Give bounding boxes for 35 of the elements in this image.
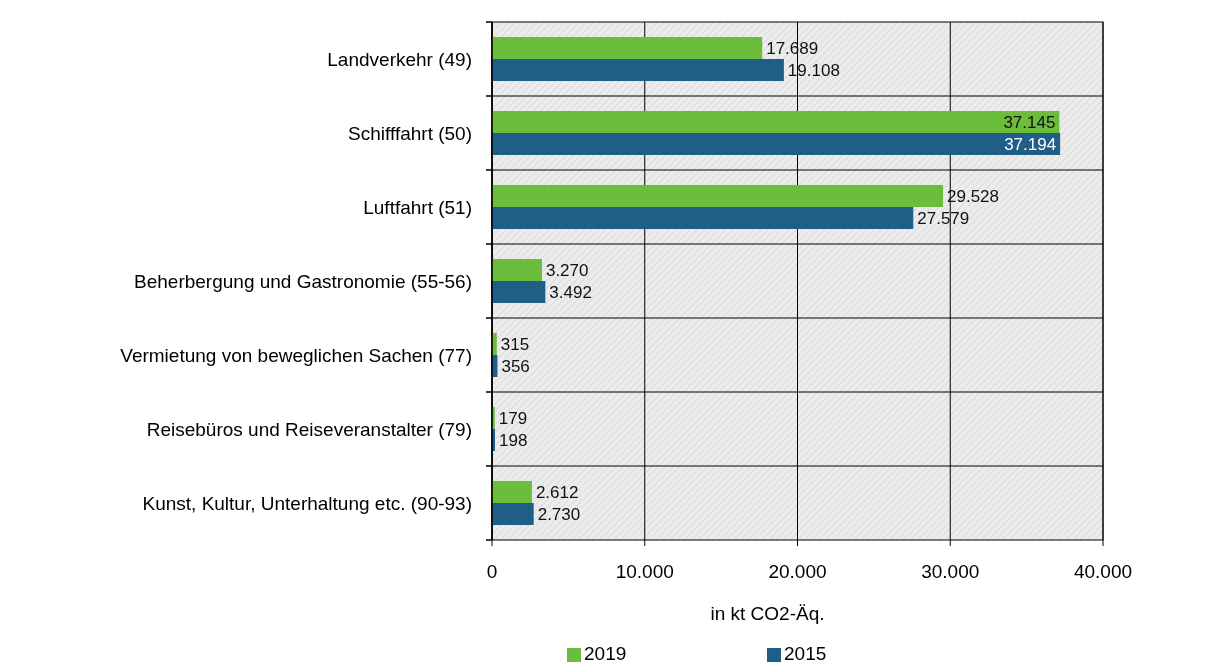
x-tick-label: 20.000 — [768, 561, 827, 582]
data-label: 356 — [501, 356, 530, 376]
x-tick-label: 0 — [486, 561, 498, 582]
bar — [492, 59, 784, 81]
data-label: 3.270 — [545, 260, 589, 280]
data-label: 198 — [499, 430, 528, 450]
data-label: 179 — [498, 408, 528, 428]
y-tick-label: Luftfahrt (51) — [363, 196, 472, 218]
x-axis-title: in kt CO2-Äq. — [710, 603, 825, 624]
x-tick-label: 10.000 — [615, 561, 674, 582]
data-label: 2.612 — [535, 482, 579, 502]
y-tick-label: Schifffahrt (50) — [348, 122, 472, 144]
y-tick-label: Reisebüros und Reiseveranstalter (79) — [146, 418, 472, 440]
bar — [492, 259, 542, 281]
data-label: 315 — [500, 334, 530, 354]
data-label: 3.492 — [549, 282, 592, 302]
bar — [492, 133, 1061, 155]
x-tick-label: 30.000 — [921, 561, 980, 582]
y-tick-label: Beherbergung und Gastronomie (55-56) — [134, 270, 472, 292]
y-tick-label: Vermietung von beweglichen Sachen (77) — [120, 344, 472, 366]
data-label: 2.730 — [537, 504, 581, 524]
bar — [492, 111, 1060, 133]
y-tick-label: Landverkehr (49) — [327, 48, 472, 70]
legend-label: 2019 — [584, 643, 627, 664]
bar — [492, 207, 914, 229]
bar — [492, 503, 534, 525]
data-label: 37.145 — [1003, 112, 1056, 132]
bar — [492, 281, 546, 303]
bar — [492, 37, 763, 59]
data-label: 37.194 — [1004, 134, 1057, 154]
x-tick-label: 40.000 — [1073, 561, 1133, 582]
legend-label: 2015 — [784, 643, 827, 664]
bar — [492, 481, 532, 503]
bar — [492, 185, 944, 207]
y-tick-label: Kunst, Kultur, Unterhaltung etc. (90-93) — [142, 492, 472, 514]
